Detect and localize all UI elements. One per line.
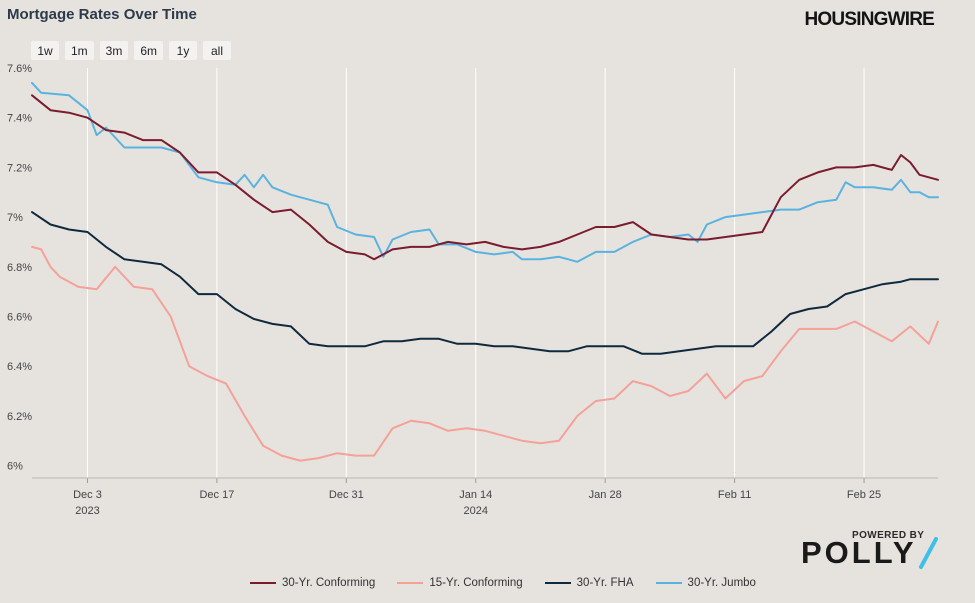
y-tick-label: 6.6% [7,311,32,323]
range-button-1y[interactable]: 1y [169,41,198,60]
legend-item-30yr-fha[interactable]: 30-Yr. FHA [544,577,634,589]
polly-logo: POLLY [801,535,939,571]
polly-wordmark: POLLY [801,535,917,570]
range-button-3m[interactable]: 3m [99,41,129,60]
legend-item-30yr-jumbo[interactable]: 30-Yr. Jumbo [655,577,756,589]
legend-swatch-30yr-jumbo [655,582,682,584]
legend-item-30yr-conforming[interactable]: 30-Yr. Conforming [250,577,375,589]
polly-slash-icon [918,537,938,569]
x-tick-label: Jan 28 [589,489,622,501]
range-button-all[interactable]: all [203,41,232,60]
legend-swatch-15yr-conforming [397,582,424,584]
series-line-jumbo30[interactable] [31,81,939,263]
y-tick-label: 7.4% [7,113,32,125]
legend-label-30yr-conforming: 30-Yr. Conforming [282,577,376,589]
legend-label-30yr-jumbo: 30-Yr. Jumbo [687,577,756,589]
x-tick-label: Dec 17 [199,489,234,501]
x-tick-label: Feb 25 [847,489,881,501]
range-selector: 1w 1m 3m 6m 1y all [31,41,232,60]
x-tick-year-label: 2024 [464,505,488,517]
range-button-1m[interactable]: 1m [65,41,94,60]
range-button-1w[interactable]: 1w [31,41,59,60]
y-tick-label: 7.6% [7,63,32,75]
y-tick-label: 6.2% [7,411,32,423]
y-tick-label: 6% [7,461,23,473]
series-line-fha30[interactable] [31,211,939,355]
y-tick-label: 6.4% [7,361,32,373]
chart-legend: 30-Yr. Conforming 15-Yr. Conforming 30-Y… [250,577,756,589]
x-tick-label: Feb 11 [718,489,751,501]
legend-label-30yr-fha: 30-Yr. FHA [576,577,634,589]
legend-swatch-30yr-conforming [250,582,276,584]
y-tick-label: 7.2% [7,162,32,174]
series-line-conforming30[interactable] [31,94,939,261]
series-line-conforming15[interactable] [31,245,939,462]
y-tick-label: 7% [7,212,23,224]
housingwire-logo: HOUSINGWIRE [804,9,935,30]
x-tick-year-label: 2023 [75,505,99,517]
x-tick-label: Jan 14 [459,489,492,501]
legend-item-15yr-conforming[interactable]: 15-Yr. Conforming [397,577,523,589]
x-tick-label: Dec 3 [73,489,102,501]
chart-title: Mortgage Rates Over Time [7,6,197,23]
range-button-6m[interactable]: 6m [134,41,164,60]
legend-swatch-30yr-fha [544,582,571,584]
powered-by-label: POWERED BY [852,530,925,541]
y-tick-label: 6.8% [7,262,32,274]
legend-label-15yr-conforming: 15-Yr. Conforming [429,577,523,589]
x-tick-label: Dec 31 [329,489,364,501]
